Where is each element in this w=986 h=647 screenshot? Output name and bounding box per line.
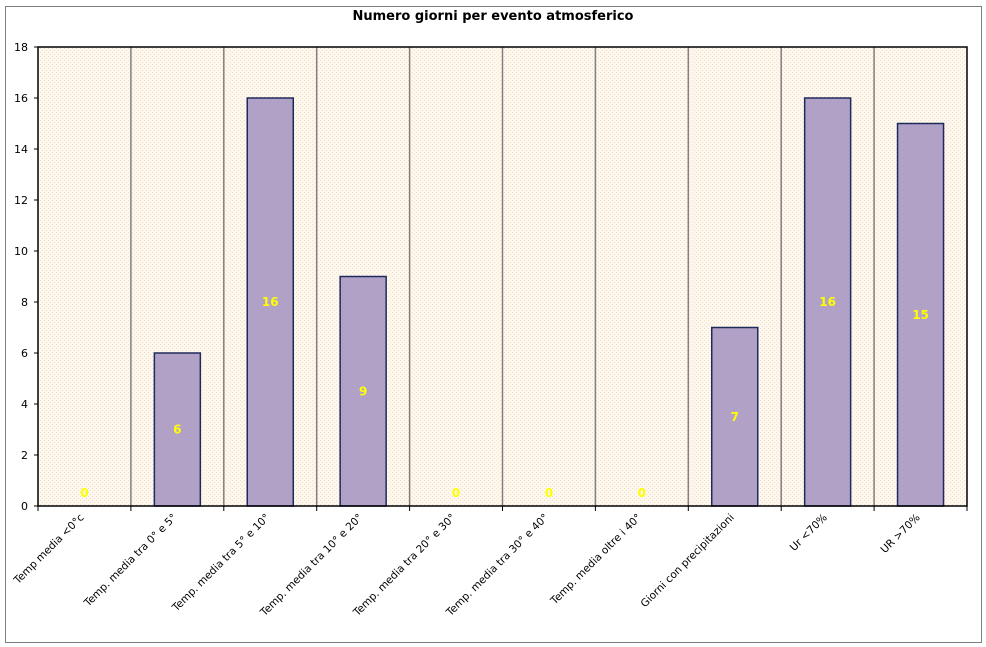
x-tick-label: Giorni con precipitazioni <box>638 512 736 610</box>
bar <box>246 97 294 507</box>
y-tick-label: 6 <box>21 347 28 360</box>
data-label: 0 <box>545 486 553 500</box>
bar <box>711 326 759 507</box>
x-tick-label: UR >70% <box>878 512 922 556</box>
data-label: 16 <box>819 295 836 309</box>
y-tick-label: 16 <box>14 92 28 105</box>
y-tick-label: 0 <box>21 500 28 513</box>
y-tick-label: 10 <box>14 245 28 258</box>
y-tick-label: 2 <box>21 449 28 462</box>
x-tick-label: Ur <70% <box>788 512 830 554</box>
data-label: 15 <box>912 308 929 322</box>
x-tick-label: Temp. media tra 20° e 30° <box>351 512 459 620</box>
y-tick-label: 18 <box>14 41 28 54</box>
chart-title: Numero giorni per evento atmosferico <box>352 9 634 24</box>
x-tick-label: Temp. media tra 10° e 20° <box>258 512 366 620</box>
x-tick-label: Temp. media oltre i 40° <box>548 512 644 608</box>
data-label: 0 <box>638 486 646 500</box>
y-tick-label: 8 <box>21 296 28 309</box>
y-tick-label: 12 <box>14 194 28 207</box>
data-label: 16 <box>262 295 279 309</box>
x-tick-label: Temp. media tra 30° e 40° <box>443 512 551 620</box>
x-tick-label: Temp. media tra 0° e 5° <box>81 512 179 610</box>
bar <box>803 97 852 507</box>
y-tick-label: 14 <box>14 143 28 156</box>
y-tick-label: 4 <box>21 398 28 411</box>
x-tick-label: Temp. media tra 5° e 10° <box>169 512 272 615</box>
x-tick-label: Temp media <0°c <box>11 511 87 587</box>
bar <box>153 352 202 507</box>
data-label: 9 <box>359 384 367 398</box>
data-label: 0 <box>452 486 460 500</box>
data-label: 0 <box>80 486 88 500</box>
bar <box>896 122 945 507</box>
bar <box>339 275 387 507</box>
data-label: 6 <box>173 423 181 437</box>
data-label: 7 <box>731 410 739 424</box>
